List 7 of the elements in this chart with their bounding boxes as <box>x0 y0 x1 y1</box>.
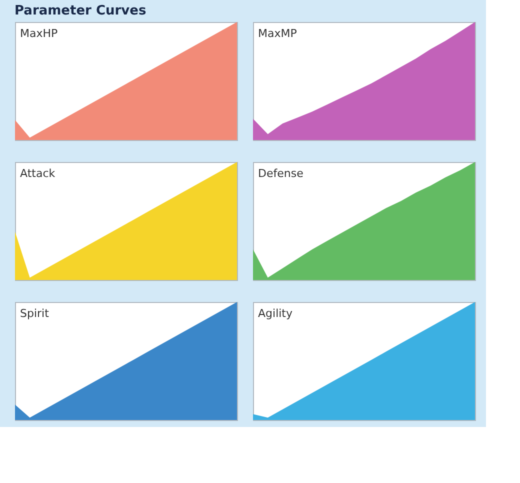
text: Attack <box>20 167 56 180</box>
text: Defense <box>258 167 304 180</box>
text: Parameter Curves <box>14 4 146 18</box>
text: MaxHP <box>20 27 58 40</box>
text: MaxMP <box>258 27 298 40</box>
text: Agility <box>258 307 293 320</box>
text: Spirit <box>20 307 50 320</box>
